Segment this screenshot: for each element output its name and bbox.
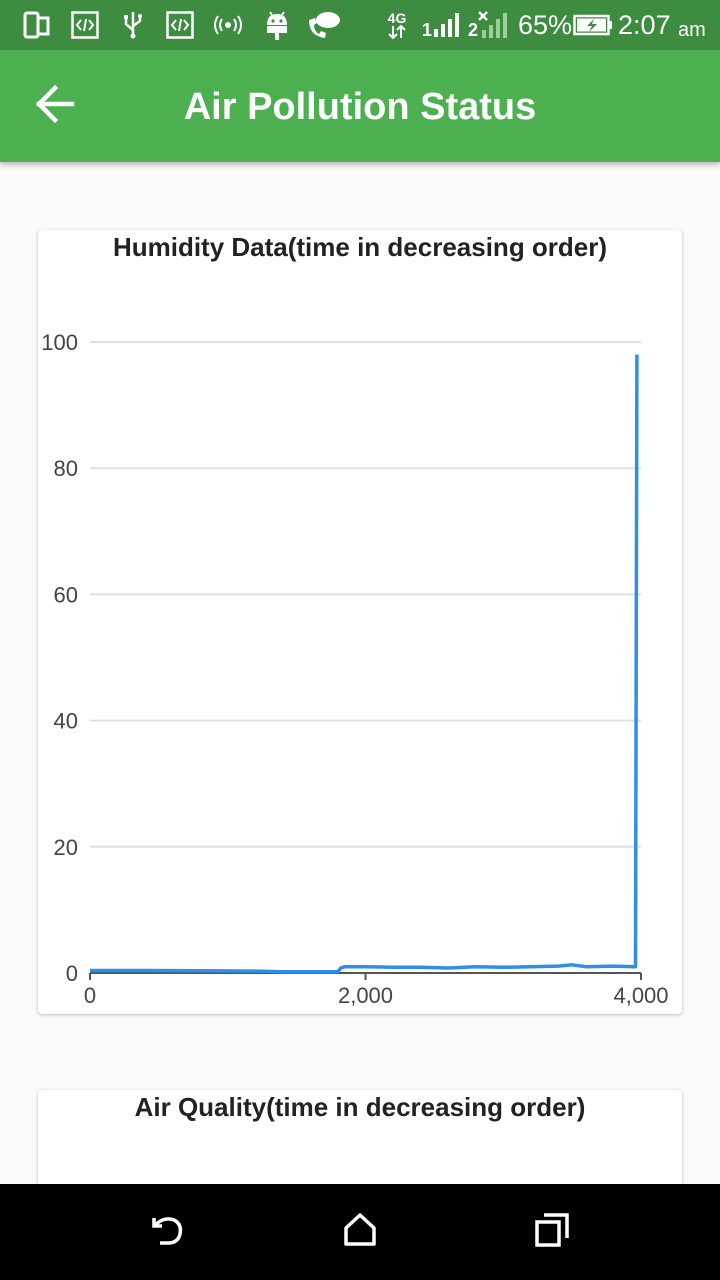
page-title: Air Pollution Status	[183, 86, 537, 128]
network-4g-icon: 4G	[384, 9, 410, 41]
android-icon	[262, 9, 292, 41]
humidity-series-line-0	[90, 354, 639, 974]
clock-time: 2:07	[618, 10, 671, 40]
air-quality-chart-title: Air Quality(time in decreasing order)	[134, 1092, 586, 1122]
navigation-bar	[0, 1184, 720, 1280]
sim1-label: 1	[421, 19, 432, 40]
signal-sim2-icon: 2	[466, 9, 512, 41]
nav-home-icon	[342, 1212, 378, 1253]
humidity-chart: 0 20 40 60 80 100 0 2,000 4,000	[41, 330, 668, 1008]
code-icon	[70, 9, 100, 41]
y-tick-label-20: 20	[54, 835, 78, 860]
code-icon-2	[165, 9, 195, 41]
network-type-text: 4G	[387, 10, 407, 26]
back-arrow-icon	[35, 84, 75, 129]
y-tick-label-100: 100	[41, 330, 78, 355]
hotspot-icon	[212, 9, 244, 41]
y-tick-label-80: 80	[54, 456, 78, 481]
y-tick-label-40: 40	[54, 709, 78, 734]
y-tick-label-0: 0	[66, 961, 78, 986]
back-button[interactable]	[24, 75, 86, 137]
usb-icon	[118, 9, 148, 41]
humidity-chart-card: 0 20 40 60 80 100 0 2,000 4,000 Humidity Data(ti…	[38, 230, 682, 1014]
x-tick-label-0: 0	[84, 983, 96, 1008]
battery-percent: 65%	[518, 10, 573, 40]
humidity-chart-title: Humidity Data(time in decreasing order)	[112, 232, 608, 262]
nav-back-button[interactable]	[136, 1202, 196, 1262]
dual-screen-icon	[22, 9, 52, 41]
nav-back-icon	[146, 1212, 186, 1253]
battery-charging-icon	[572, 9, 614, 41]
chat-call-icon	[306, 9, 342, 41]
nav-home-button[interactable]	[330, 1202, 390, 1262]
nav-recent-apps-button[interactable]	[522, 1202, 582, 1262]
sim2-label: 2	[467, 19, 478, 40]
status-bar: 4G 1 2 65% 2:07 am	[0, 0, 720, 50]
x-tick-label-4000: 4,000	[613, 983, 668, 1008]
signal-sim1-icon: 1	[420, 9, 464, 41]
y-tick-label-60: 60	[54, 582, 78, 607]
clock-ampm: am	[678, 19, 706, 41]
app-bar: Air Pollution Status	[0, 50, 720, 162]
nav-recent-apps-icon	[534, 1212, 570, 1253]
x-tick-label-2000: 2,000	[338, 983, 393, 1008]
